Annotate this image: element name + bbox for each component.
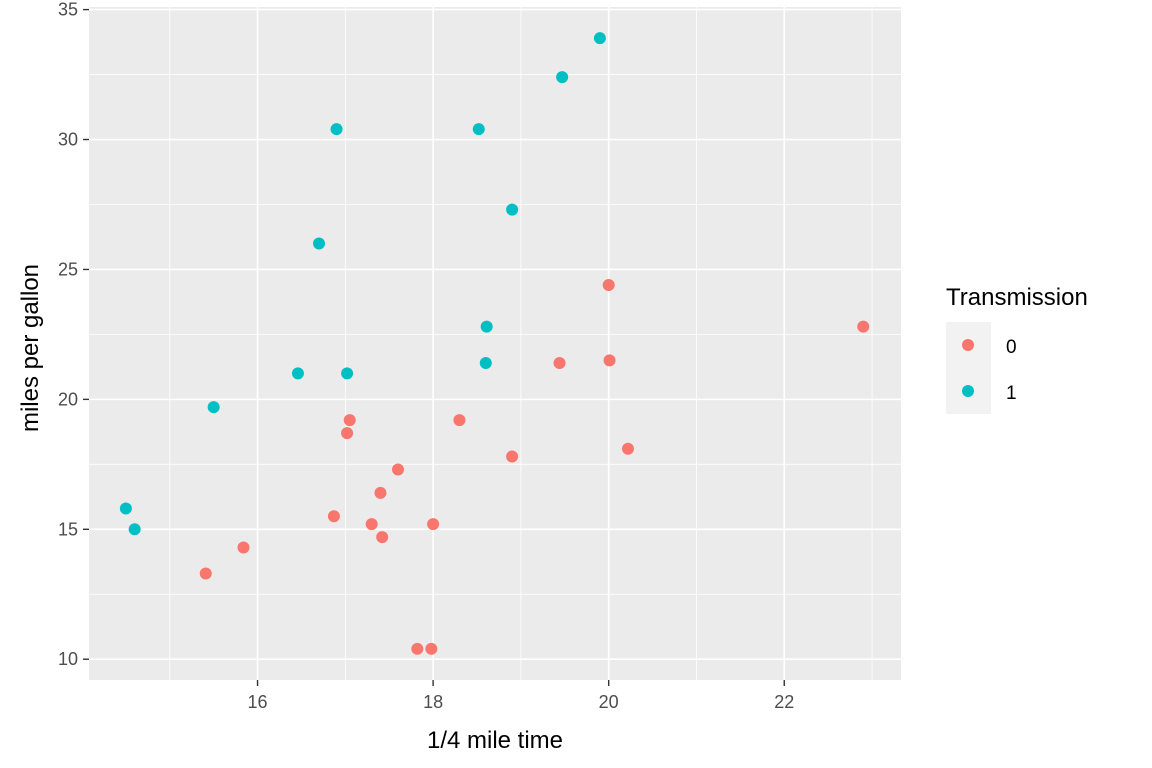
data-points: [119, 32, 870, 655]
data-point-series-0: [365, 518, 378, 531]
data-point-series-0: [411, 642, 424, 655]
legend-label-1: 1: [1006, 383, 1017, 404]
data-point-series-1: [593, 32, 606, 45]
legend-label-0: 0: [1006, 337, 1017, 358]
data-point-series-0: [376, 531, 389, 544]
data-point-series-1: [291, 367, 304, 380]
data-point-series-0: [425, 642, 438, 655]
y-tick-label: 15: [58, 519, 78, 539]
y-tick-label: 30: [58, 130, 78, 150]
minor-gridlines: [89, 7, 901, 680]
legend-key-0: [962, 339, 974, 351]
x-tick-label: 22: [774, 692, 794, 712]
x-tick-label: 20: [599, 692, 619, 712]
data-point-series-0: [427, 518, 440, 531]
data-point-series-0: [237, 541, 250, 554]
data-point-series-1: [207, 401, 220, 414]
y-tick-label: 10: [58, 649, 78, 669]
data-point-series-1: [480, 320, 493, 333]
data-point-series-0: [553, 356, 566, 369]
legend-title: Transmission: [946, 284, 1088, 311]
data-point-series-0: [341, 427, 354, 440]
data-point-series-1: [472, 123, 485, 136]
data-point-series-1: [330, 123, 343, 136]
data-point-series-0: [453, 414, 466, 427]
y-tick-label: 25: [58, 259, 78, 279]
data-point-series-0: [199, 567, 212, 580]
data-point-series-1: [479, 356, 492, 369]
legend: Transmission 0 1: [946, 284, 1088, 414]
x-tick-label: 16: [248, 692, 268, 712]
data-point-series-0: [506, 450, 519, 463]
legend-key-1: [962, 385, 974, 397]
axis-ticks: 16 18 20 22 10 15 20 25 30 35: [58, 0, 794, 712]
data-point-series-0: [327, 510, 340, 523]
data-point-series-0: [391, 463, 404, 476]
x-tick-label: 18: [423, 692, 443, 712]
x-axis-title: 1/4 mile time: [427, 727, 563, 754]
data-point-series-0: [374, 486, 387, 499]
data-point-series-0: [621, 442, 634, 455]
y-tick-label: 20: [58, 389, 78, 409]
y-axis-title: miles per gallon: [17, 264, 44, 432]
data-point-series-1: [341, 367, 354, 380]
data-point-series-1: [312, 237, 325, 250]
data-point-series-1: [556, 71, 569, 84]
y-tick-label: 35: [58, 0, 78, 20]
data-point-series-0: [603, 354, 616, 367]
data-point-series-0: [602, 279, 615, 292]
data-point-series-1: [119, 502, 132, 515]
plot-panel: [89, 7, 901, 680]
data-point-series-1: [506, 203, 519, 216]
data-point-series-0: [343, 414, 356, 427]
major-gridlines: [89, 7, 901, 680]
data-point-series-0: [857, 320, 870, 333]
data-point-series-1: [128, 523, 141, 536]
